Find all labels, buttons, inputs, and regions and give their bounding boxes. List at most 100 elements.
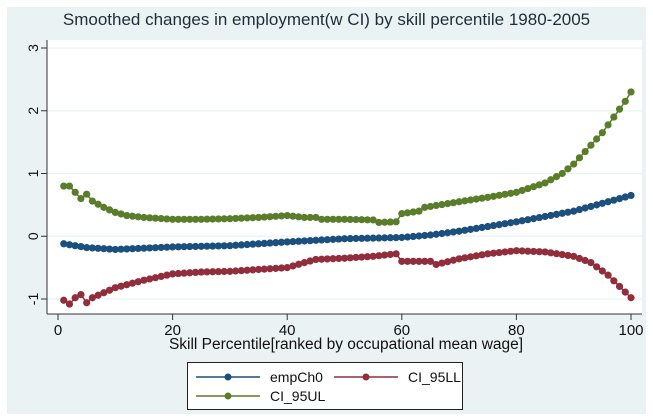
data-point — [438, 229, 446, 238]
data-point — [232, 267, 240, 275]
data-point — [472, 252, 480, 260]
data-point — [151, 244, 160, 252]
series-ci-95ul — [60, 88, 635, 227]
data-point — [421, 203, 429, 211]
data-point — [415, 257, 423, 265]
data-point — [398, 210, 406, 218]
data-point — [535, 213, 543, 222]
data-point — [335, 235, 343, 243]
data-point — [157, 243, 165, 252]
data-point — [444, 229, 452, 237]
data-point — [243, 266, 251, 274]
data-point — [186, 242, 194, 251]
data-point — [575, 254, 584, 263]
data-point — [409, 208, 417, 216]
data-point — [140, 244, 148, 252]
data-point — [295, 260, 303, 268]
data-point — [438, 259, 446, 267]
data-point — [146, 244, 154, 252]
legend-marker-empch0 — [196, 373, 260, 381]
data-point — [598, 129, 606, 137]
data-point — [249, 240, 257, 248]
data-point — [180, 215, 188, 223]
data-point — [621, 97, 629, 105]
data-point — [197, 268, 205, 276]
data-point — [128, 212, 137, 220]
data-point — [295, 237, 303, 245]
y-tick-label: 1 — [25, 169, 41, 177]
data-point — [449, 199, 457, 207]
x-tick-label: 20 — [164, 322, 181, 339]
data-point — [94, 200, 102, 208]
y-tick-label: -1 — [25, 293, 41, 306]
data-point — [335, 215, 343, 223]
data-point — [226, 267, 234, 275]
data-point — [564, 251, 572, 260]
data-point — [358, 234, 366, 242]
data-point — [266, 213, 274, 221]
data-point — [174, 215, 182, 223]
data-point — [220, 267, 228, 276]
data-point — [461, 197, 469, 205]
data-point — [403, 209, 412, 217]
plot-area — [47, 40, 642, 314]
data-point — [249, 214, 257, 222]
data-point — [621, 288, 629, 296]
data-point — [306, 237, 314, 245]
data-point — [306, 257, 314, 265]
data-point — [243, 214, 251, 222]
data-point — [570, 207, 578, 215]
legend: empCh0 CI_95LL CI_95UL — [187, 362, 463, 410]
data-point — [524, 216, 532, 224]
data-point — [254, 213, 263, 222]
data-point — [478, 251, 486, 259]
data-point — [392, 250, 400, 258]
data-point — [237, 214, 245, 222]
data-point — [518, 247, 526, 255]
data-point — [209, 268, 217, 276]
data-point — [237, 267, 245, 275]
data-point — [71, 294, 79, 302]
data-point — [529, 183, 538, 191]
data-point — [610, 196, 618, 204]
data-point — [535, 248, 543, 256]
data-point — [529, 247, 538, 256]
data-point — [455, 227, 463, 235]
data-point — [615, 282, 624, 291]
data-point — [329, 215, 337, 223]
data-point — [604, 198, 612, 206]
data-point — [587, 202, 595, 211]
data-point — [604, 271, 612, 279]
data-point — [254, 265, 263, 274]
data-point — [358, 253, 366, 261]
data-point — [151, 214, 160, 222]
data-point — [501, 190, 509, 198]
data-point — [610, 277, 618, 285]
data-point — [375, 252, 383, 260]
data-point — [581, 204, 589, 212]
legend-item-ci-95ul: CI_95UL — [196, 387, 325, 405]
data-point — [484, 193, 492, 201]
data-point — [552, 250, 561, 258]
data-point — [191, 242, 200, 251]
data-point — [317, 236, 326, 244]
data-point — [117, 245, 125, 253]
data-point — [541, 179, 549, 187]
data-point — [426, 202, 435, 211]
data-point — [300, 213, 308, 222]
data-point — [615, 195, 624, 203]
data-point — [507, 189, 515, 197]
legend-marker-ci-95ll — [334, 373, 398, 381]
data-point — [426, 257, 435, 265]
data-point — [197, 215, 205, 223]
data-point — [260, 213, 268, 221]
data-point — [174, 269, 182, 278]
data-point — [220, 215, 228, 223]
data-point — [575, 154, 584, 162]
data-point — [381, 234, 389, 242]
data-point — [163, 271, 171, 279]
y-tick-label: 2 — [25, 107, 41, 115]
data-point — [312, 255, 320, 264]
data-point — [117, 210, 125, 218]
data-point — [564, 165, 572, 173]
